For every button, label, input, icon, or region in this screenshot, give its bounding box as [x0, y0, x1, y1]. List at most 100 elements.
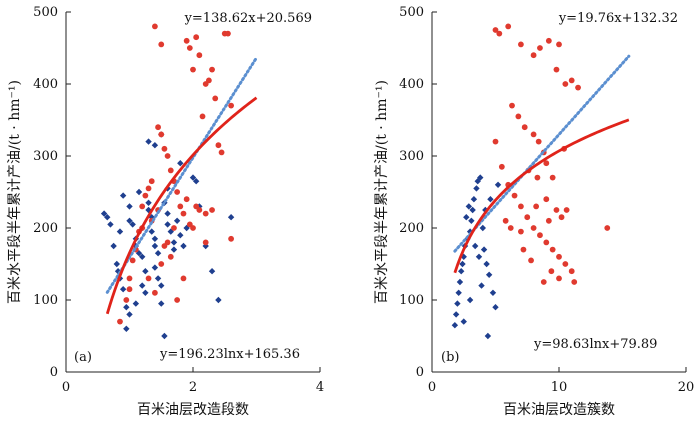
panel-b-red-point — [502, 217, 509, 224]
panel-a-blue-point — [170, 246, 178, 253]
panel-a-blue-point — [145, 138, 152, 145]
panel-b-blue-point — [471, 242, 479, 250]
panel-a-red-point — [228, 102, 235, 109]
panel-a-red-point — [199, 113, 206, 120]
panel-a-blue-point — [132, 300, 140, 307]
panel-a-blue-point — [164, 210, 171, 217]
panel-a-linear-equation: y=138.62x+20.569 — [184, 11, 312, 26]
panel-a-blue-point — [126, 311, 133, 318]
panel-a-y-tick-label: 100 — [33, 293, 58, 308]
panel-a-red-point — [196, 207, 203, 213]
panel-b-blue-point — [485, 271, 493, 278]
panel-a-x-tick-label: 4 — [316, 380, 324, 395]
panel-b-blue-point — [482, 206, 489, 214]
panel-b-red-point — [549, 246, 556, 253]
panel-b-red-point — [556, 41, 562, 48]
panel-b-x-tick-label: 0 — [428, 380, 436, 395]
panel-a-x-axis-title: 百米油层改造段数 — [137, 402, 249, 418]
panel-a-red-point — [161, 243, 168, 249]
panel-a-blue-point — [104, 214, 111, 221]
panel-a-blue-point — [151, 142, 159, 149]
panel-a-chart: 0 2 4 0 100 200 300 400 500 y=138.62x+20.569 y=1… — [7, 5, 324, 418]
panel-b-log-fit-curve — [453, 118, 630, 274]
panel-a-blue-point — [129, 221, 136, 228]
panel-b-red-point — [562, 81, 569, 87]
panel-b-blue-point — [479, 224, 486, 232]
panel-a-red-point — [126, 275, 133, 282]
panel-a-red-point — [158, 41, 165, 48]
panel-b-blue-point — [475, 253, 483, 260]
panel-a-blue-point — [161, 332, 168, 340]
panel-b-red-point — [537, 232, 543, 239]
panel-a-y-tick-label: 200 — [33, 221, 58, 236]
panel-b-red-point — [548, 268, 555, 275]
panel-b-blue-point — [463, 214, 470, 221]
panel-b-red-point — [556, 275, 562, 282]
panel-b-x-tick-label: 10 — [551, 380, 568, 395]
panel-a-red-point — [129, 257, 136, 264]
panel-a-red-point — [190, 225, 196, 231]
panel-a-red-point — [174, 297, 181, 303]
panel-a-red-point — [196, 52, 203, 59]
panel-b-blue-point — [494, 181, 502, 188]
panel-b-red-point — [509, 102, 515, 109]
panel-b-linear-fit-line — [453, 54, 631, 253]
panel-a-blue-point — [158, 282, 165, 289]
panel-a-blue-point — [177, 232, 184, 239]
panel-b-red-point — [511, 192, 518, 199]
panel-a-blue-point — [208, 268, 216, 275]
panel-a-red-point — [158, 261, 165, 267]
panel-a-red-point — [152, 289, 158, 296]
panel-a-red-point — [225, 30, 231, 37]
panel-a-red-point — [145, 185, 152, 192]
panel-b-red-point — [521, 124, 528, 131]
panel-a-blue-point — [100, 210, 108, 217]
panel-a-red-point — [193, 34, 200, 41]
panel-a-y-tick-label: 400 — [33, 77, 58, 92]
panel-a-red-point — [215, 142, 222, 149]
panel-a-blue-point — [123, 325, 130, 332]
panel-a-red-point — [209, 207, 215, 213]
panel-b-fits — [453, 54, 631, 274]
panel-b-red-point — [568, 268, 575, 275]
panel-a-red-point — [148, 178, 155, 185]
panel-a-red-point — [152, 23, 158, 30]
panel-a-y-tick-label: 500 — [33, 5, 58, 20]
panel-a-blue-point — [142, 268, 149, 275]
panel-b-red-point — [528, 257, 534, 264]
panel-a-red-point — [202, 210, 209, 217]
panel-b-y-tick-label: 100 — [399, 293, 424, 308]
panel-a-ticks: 0 2 4 0 100 200 300 400 500 — [33, 5, 324, 395]
panel-b-blue-point — [470, 196, 478, 203]
panel-b-red-point — [553, 207, 560, 213]
panel-b-blue-point — [468, 217, 475, 224]
panel-a-blue-point — [148, 228, 155, 235]
panel-a-blue-point — [183, 224, 190, 232]
panel-a-blue-point — [110, 242, 117, 250]
panel-a-red-point — [126, 286, 133, 293]
panel-b-red-point — [545, 37, 552, 44]
panel-a-log-equation: y=196.23lnx+165.36 — [159, 347, 300, 362]
panel-b-y-axis-title: 百米水平段半年累计产油/(t · hm⁻¹) — [374, 80, 390, 304]
panel-a-label: (a) — [74, 350, 92, 365]
panel-b-blue-point — [452, 311, 460, 318]
panel-b-y-tick-label: 200 — [399, 221, 424, 236]
panel-b-red-point — [543, 239, 550, 246]
panel-a-red-point — [167, 167, 174, 174]
panel-a-blue-point — [119, 286, 127, 293]
panel-a-red-point — [139, 203, 146, 210]
panel-a-blue-point — [170, 239, 178, 246]
panel-a-red-point — [202, 239, 209, 246]
panel-b-red-point — [545, 217, 552, 224]
panel-b-red-point — [518, 203, 524, 210]
panel-b-red-point — [543, 196, 550, 203]
panel-b-red-point — [515, 113, 522, 120]
panel-a-blue-point — [123, 304, 130, 311]
panel-a-blue-point — [227, 214, 235, 221]
panel-b-log-equation: y=98.63lnx+79.89 — [533, 337, 657, 352]
panel-a-red-point — [155, 124, 161, 131]
panel-b-blue-point — [456, 278, 464, 286]
panel-a-red-point — [186, 45, 193, 51]
panel-a-red-point — [145, 275, 152, 282]
